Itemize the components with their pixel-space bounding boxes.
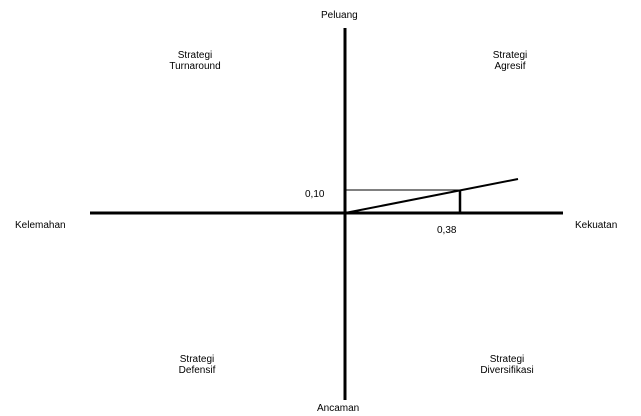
quadrant-top-right-line2: Agresif	[494, 61, 526, 72]
quadrant-bottom-right: Strategi Diversifikasi	[457, 354, 557, 376]
y-value-label: 0,10	[305, 189, 325, 200]
quadrant-bottom-left-line1: Strategi	[179, 354, 215, 365]
quadrant-bottom-left-line2: Defensif	[178, 365, 216, 376]
quadrant-top-right-line1: Strategi	[492, 50, 528, 61]
quadrant-top-left: Strategi Turnaround	[145, 50, 245, 72]
quadrant-bottom-right-line2: Diversifikasi	[480, 365, 534, 376]
axis-label-right: Kekuatan	[575, 220, 618, 231]
axis-label-top: Peluang	[321, 10, 358, 21]
quadrant-top-left-line1: Strategi	[177, 50, 213, 61]
quadrant-top-left-line2: Turnaround	[169, 61, 221, 72]
quadrant-top-right: Strategi Agresif	[460, 50, 560, 72]
quadrant-bottom-left: Strategi Defensif	[147, 354, 247, 376]
x-value-label: 0,38	[437, 225, 457, 236]
quadrant-bottom-right-line1: Strategi	[489, 354, 525, 365]
strategy-vector-line	[344, 178, 519, 214]
axis-label-bottom: Ancaman	[317, 403, 360, 414]
axis-label-left: Kelemahan	[15, 220, 66, 231]
